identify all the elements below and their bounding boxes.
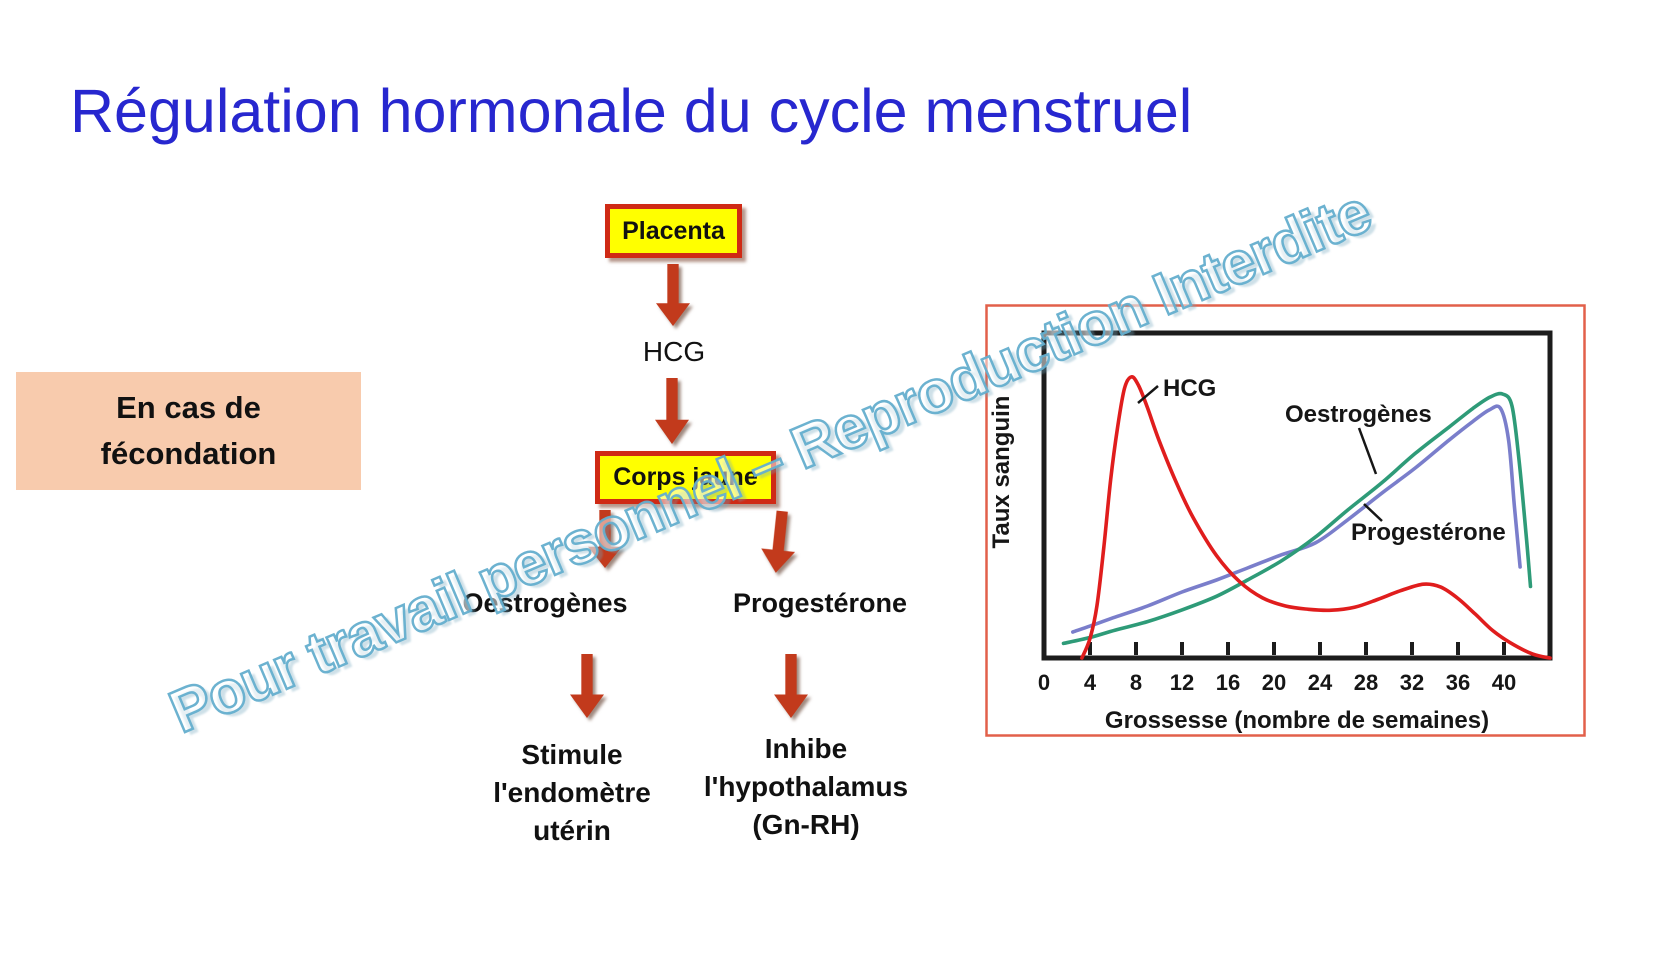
x-tick-label: 20 (1262, 670, 1286, 695)
condition-box: En cas de fécondation (16, 372, 361, 490)
x-tick-label: 36 (1446, 670, 1470, 695)
hcg-series-label: HCG (1163, 375, 1216, 402)
page-title: Régulation hormonale du cycle menstruel (70, 77, 1193, 145)
condition-box-line2: fécondation (100, 436, 277, 471)
progesterone-flow-label: Progestérone (732, 588, 908, 618)
corps-jaune-label: Corps jaune (613, 463, 758, 491)
placenta-label: Placenta (622, 216, 725, 245)
oestrogenes-series-label: Oestrogènes (1285, 401, 1432, 428)
corps-jaune-box: Corps jaune (595, 451, 776, 504)
x-tick-label: 8 (1130, 670, 1142, 695)
down-arrow-icon (655, 378, 689, 444)
inhibe-line2: l'hypothalamus (703, 771, 909, 802)
x-tick-label: 16 (1216, 670, 1240, 695)
down-arrow-icon (761, 510, 796, 573)
down-arrow-icon (656, 264, 690, 326)
down-arrow-icon (774, 654, 808, 718)
progesterone-leader-line (1363, 503, 1383, 522)
inhibe-block: Inhibe l'hypothalamus (Gn-RH) (656, 730, 956, 844)
y-axis-title: Taux sanguin (988, 396, 1015, 549)
down-arrow-icon (570, 654, 604, 718)
series-curve-oestrogènes (1061, 391, 1533, 646)
progesterone-series-label: Progestérone (1351, 519, 1506, 546)
chart-curves-layer (1061, 375, 1552, 660)
inhibe-line1: Inhibe (764, 733, 848, 764)
hcg-flow-label: HCG (642, 336, 706, 367)
x-axis-title: Grossesse (nombre de semaines) (1105, 707, 1489, 734)
pregnancy-chart-svg: 0 4 8 12 16 20 24 28 32 36 40 HCG Oestrogènes Prog… (985, 304, 1586, 737)
oestrogenes-leader-line (1357, 427, 1378, 475)
condition-box-line1: En cas de (116, 390, 261, 425)
placenta-box: Placenta (605, 204, 742, 258)
x-tick-label: 12 (1170, 670, 1194, 695)
series-curve-progestérone (1071, 404, 1522, 634)
down-arrow-icon (588, 510, 622, 568)
oestrogenes-flow-label: Oestrogènes (462, 588, 628, 618)
x-tick-label: 28 (1354, 670, 1378, 695)
stimule-line1: Stimule (521, 739, 623, 770)
stimule-line2: l'endomètre (493, 777, 651, 808)
x-tick-label: 32 (1400, 670, 1424, 695)
x-tick-label: 0 (1038, 670, 1050, 695)
stimule-line3: utérin (533, 815, 611, 846)
series-curve-hcg (1080, 375, 1552, 660)
chart-axis-layer: 0 4 8 12 16 20 24 28 32 36 40 (1038, 642, 1516, 695)
x-tick-label: 4 (1084, 670, 1097, 695)
hcg-leader-line (1137, 385, 1159, 404)
inhibe-line3: (Gn-RH) (752, 809, 860, 840)
stimule-block: Stimule l'endomètre utérin (422, 736, 722, 850)
x-tick-label: 40 (1492, 670, 1516, 695)
x-tick-label: 24 (1308, 670, 1333, 695)
